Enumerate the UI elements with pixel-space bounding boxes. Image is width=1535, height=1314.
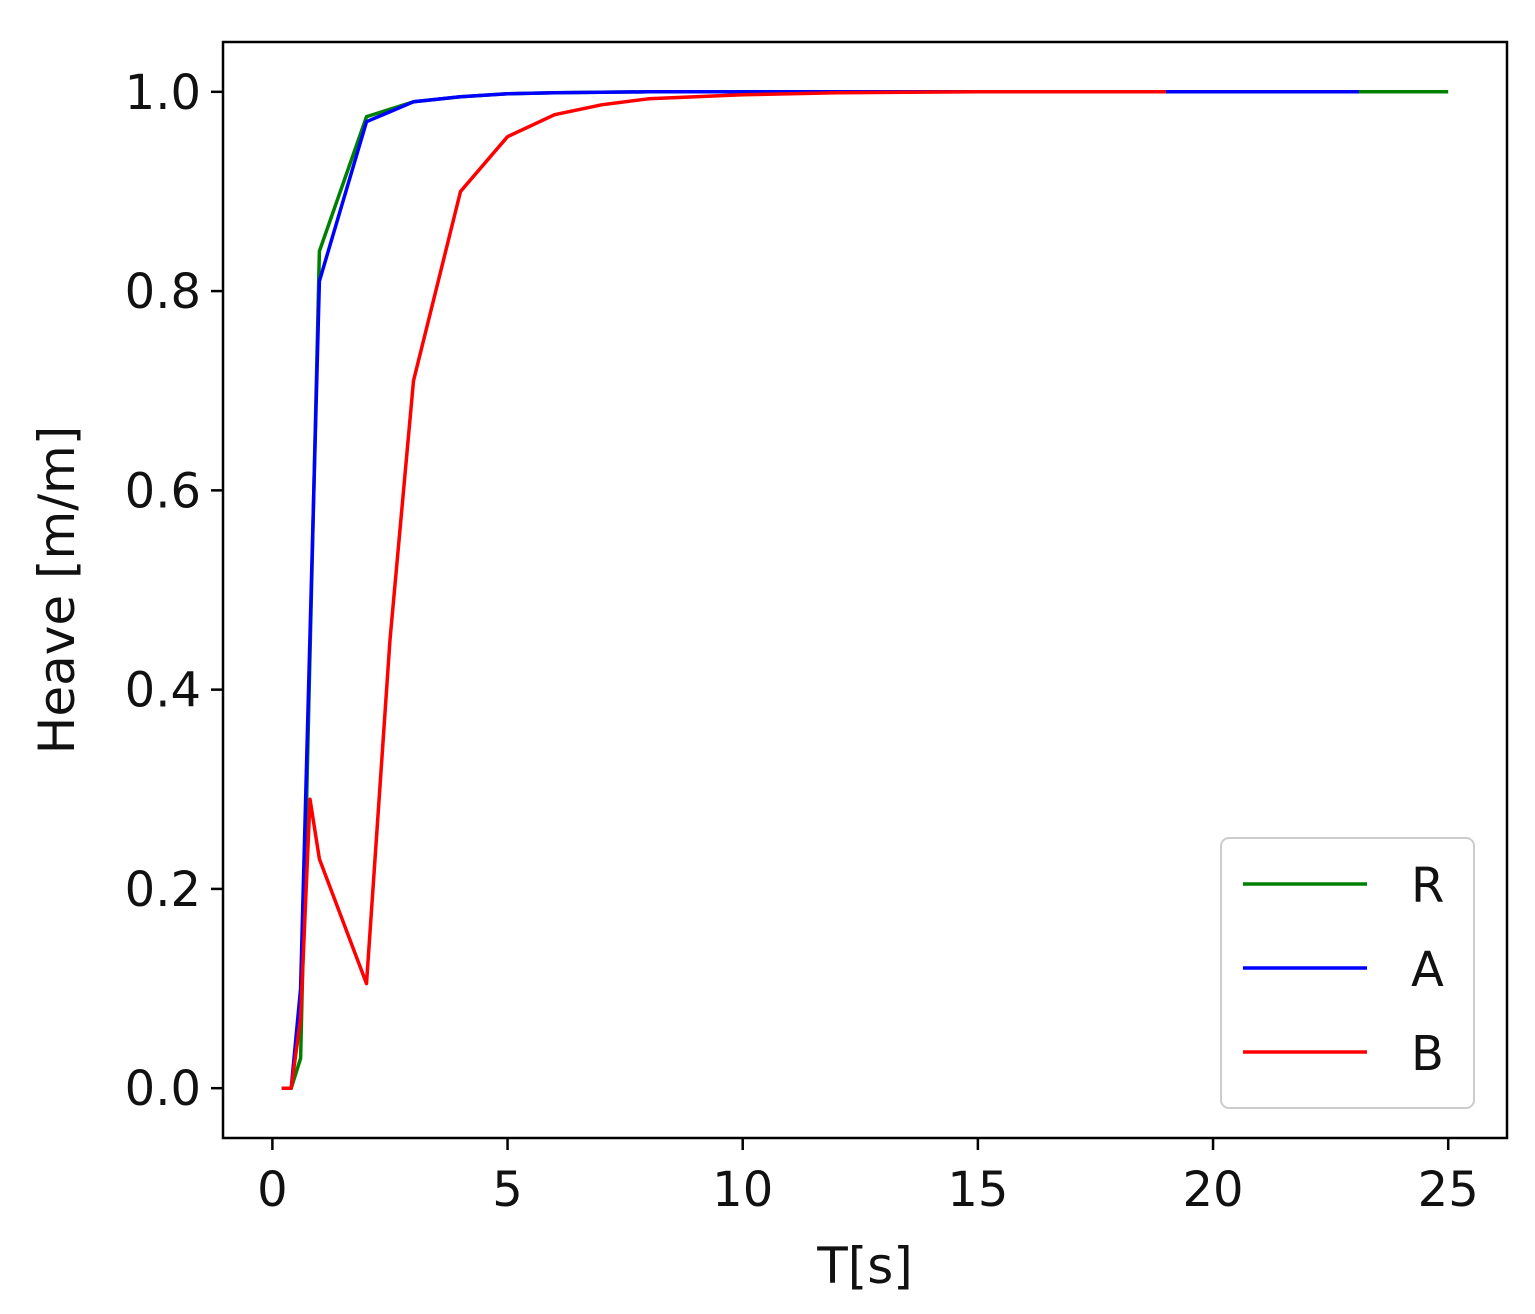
y-tick-label: 0.4 bbox=[125, 663, 201, 719]
series-line-A bbox=[281, 90, 1359, 1090]
legend-label-B: B bbox=[1411, 1026, 1444, 1082]
x-tick-label: 5 bbox=[492, 1162, 523, 1218]
legend-box bbox=[1220, 837, 1475, 1109]
legend: RAB bbox=[1220, 837, 1475, 1109]
y-axis-label: Heave [m/m] bbox=[28, 426, 86, 755]
ticks-layer: 0 5 10 15 20 25 0.0 0.2 0.4 0.6 0.8 1.0 bbox=[125, 65, 1479, 1218]
x-tick-label: 25 bbox=[1418, 1162, 1479, 1218]
x-tick-label: 0 bbox=[257, 1162, 288, 1218]
series-line-B bbox=[281, 90, 1166, 1090]
plot-frame bbox=[221, 40, 1509, 1140]
x-axis-label: T[s] bbox=[816, 1237, 913, 1295]
legend-label-A: A bbox=[1411, 942, 1444, 998]
series-lines bbox=[281, 90, 1449, 1090]
y-tick-label: 0.0 bbox=[125, 1061, 201, 1117]
x-tick-label: 20 bbox=[1183, 1162, 1244, 1218]
y-tick-label: 1.0 bbox=[125, 65, 201, 121]
y-tick-label: 0.2 bbox=[125, 862, 201, 918]
legend-label-R: R bbox=[1411, 858, 1444, 914]
y-tick-label: 0.8 bbox=[125, 264, 201, 320]
x-tick-label: 10 bbox=[712, 1162, 773, 1218]
x-tick-label: 15 bbox=[947, 1162, 1008, 1218]
y-tick-label: 0.6 bbox=[125, 463, 201, 519]
